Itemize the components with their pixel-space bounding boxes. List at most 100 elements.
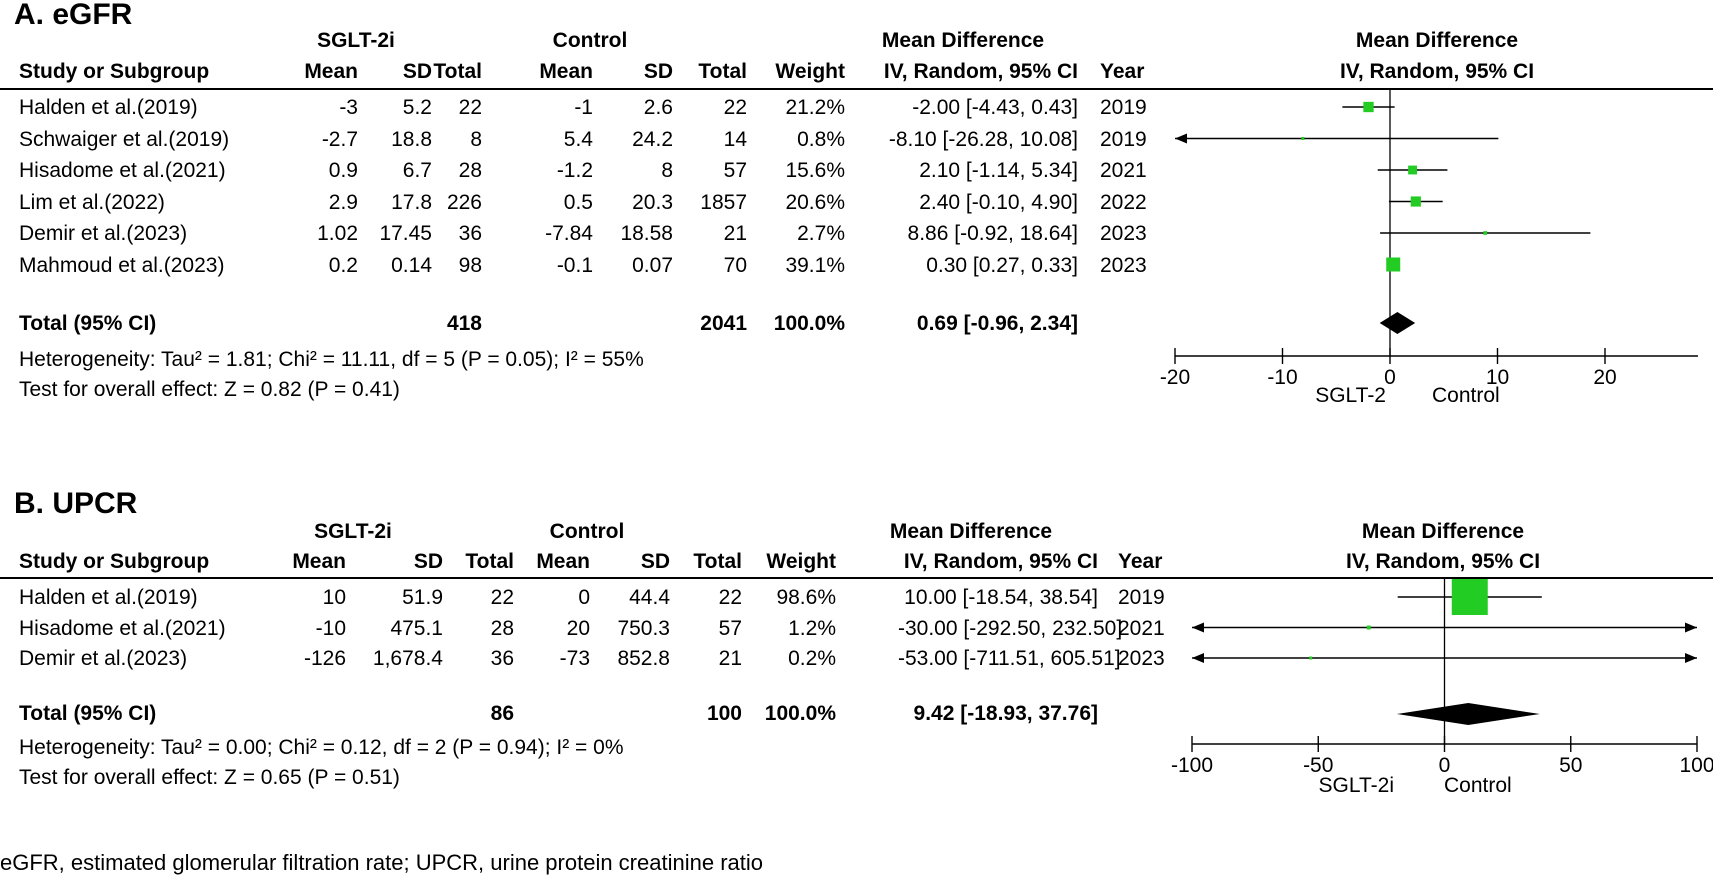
study-year: 2023 [1118, 647, 1165, 670]
study-exp-sd: 17.45 [379, 222, 432, 245]
panel-b-col-ctl-total: Total [693, 550, 742, 573]
study-ci-text: 0.30 [0.27, 0.33] [926, 253, 1078, 277]
study-weight: 2.7% [797, 222, 845, 245]
study-weight: 0.2% [788, 647, 836, 670]
study-exp-sd: 0.14 [391, 253, 432, 277]
study-exp-sd: 17.8 [391, 190, 432, 214]
panel-a-group-exp: SGLT-2i [317, 29, 395, 52]
panel-a-col-ctl-sd: SD [643, 60, 673, 83]
study-year: 2021 [1118, 616, 1165, 640]
x-tick-label: 0 [1384, 366, 1396, 389]
panel-a-col-exp-sd: SD [402, 60, 432, 83]
panel-b-group-exp: SGLT-2i [314, 520, 392, 543]
study-exp-mean: 0.9 [328, 159, 358, 182]
panel-b-total-ctl-n: 100 [706, 702, 742, 725]
panel-a-group-ctl: Control [552, 29, 628, 52]
study-ctl-sd: 750.3 [617, 616, 670, 640]
study-exp-mean: 10 [322, 586, 346, 609]
study-ctl-sd: 852.8 [617, 647, 670, 670]
panel-a-col-exp-total: Total [433, 60, 482, 83]
study-ctl-mean: -7.84 [545, 222, 593, 245]
ci-arrow-left [1192, 622, 1204, 633]
study-exp-n: 36 [458, 222, 482, 245]
study-name: Halden et al.(2019) [19, 96, 198, 119]
study-ctl-n: 14 [723, 127, 747, 151]
study-effect-square [1386, 257, 1401, 272]
study-year: 2019 [1100, 127, 1147, 151]
panel-a-col-year: Year [1100, 60, 1145, 83]
panel-b-col-md-sub: IV, Random, 95% CI [903, 550, 1098, 573]
study-year: 2023 [1100, 222, 1147, 245]
study-ctl-sd: 24.2 [632, 127, 673, 151]
panel-b-col-weight: Weight [766, 550, 836, 573]
panel-a-col-ctl-mean: Mean [539, 60, 593, 83]
panel-b-col-exp-sd: SD [413, 550, 443, 573]
study-ci-text: -8.10 [-26.28, 10.08] [888, 127, 1078, 151]
study-weight: 0.8% [797, 127, 845, 151]
panel-b-title: B. UPCR [14, 487, 138, 520]
x-tick-label: 0 [1439, 754, 1451, 777]
study-weight: 15.6% [785, 159, 845, 182]
panel-a-heterogeneity: Heterogeneity: Tau² = 1.81; Chi² = 11.11… [19, 348, 644, 371]
study-effect-square [1363, 101, 1374, 113]
panel-b-col-exp-mean: Mean [292, 550, 346, 573]
study-ctl-mean: -1 [574, 96, 593, 119]
study-effect-square [1366, 625, 1371, 630]
study-exp-sd: 18.8 [391, 127, 432, 151]
study-exp-n: 28 [458, 159, 482, 182]
study-effect-square [1483, 231, 1488, 235]
study-ctl-mean: 5.4 [563, 127, 593, 151]
study-weight: 39.1% [785, 253, 845, 277]
study-ctl-n: 22 [718, 586, 742, 609]
ci-arrow-right [1685, 653, 1697, 663]
panel-b-group-ctl: Control [549, 520, 625, 543]
study-year: 2021 [1100, 159, 1147, 182]
study-name: Schwaiger et al.(2019) [19, 127, 230, 151]
study-ci-text: 8.86 [-0.92, 18.64] [907, 222, 1078, 245]
study-weight: 21.2% [785, 96, 845, 119]
panel-a-total-weight: 100.0% [773, 312, 845, 335]
study-ci-text: -53.00 [-711.51, 605.51] [898, 647, 1121, 670]
study-ctl-n: 21 [718, 647, 742, 670]
study-weight: 1.2% [788, 616, 836, 640]
panel-a-header-rule [0, 88, 1713, 90]
study-effect-square [1309, 656, 1313, 660]
study-exp-mean: -126 [303, 647, 346, 670]
panel-b-col-exp-total: Total [465, 550, 514, 573]
study-name: Halden et al.(2019) [19, 586, 198, 609]
study-weight: 20.6% [785, 190, 845, 214]
study-ctl-mean: -0.1 [556, 253, 593, 277]
study-ctl-mean: 20 [566, 616, 590, 640]
study-exp-mean: 2.9 [328, 190, 358, 214]
study-ctl-n: 57 [718, 616, 742, 640]
ci-arrow-left [1175, 133, 1187, 144]
study-name: Demir et al.(2023) [19, 647, 188, 670]
study-name: Lim et al.(2022) [19, 190, 165, 214]
study-exp-n: 98 [458, 253, 482, 277]
study-exp-mean: -2.7 [321, 127, 358, 151]
study-ctl-sd: 44.4 [629, 586, 670, 609]
study-year: 2023 [1100, 253, 1147, 277]
study-ctl-sd: 20.3 [632, 190, 673, 214]
study-year: 2022 [1100, 190, 1147, 214]
study-name: Mahmoud et al.(2023) [19, 253, 225, 277]
panel-b-total-ci: 9.42 [-18.93, 37.76] [913, 702, 1098, 725]
study-name: Hisadome et al.(2021) [19, 616, 226, 640]
panel-a-total-label: Total (95% CI) [19, 312, 157, 335]
panel-b-col-ctl-sd: SD [640, 550, 670, 573]
study-ctl-n: 22 [723, 96, 747, 119]
favours-left-label: SGLT-2i [1319, 774, 1394, 797]
study-exp-sd: 5.2 [402, 96, 432, 119]
ci-arrow-left [1192, 653, 1204, 663]
study-exp-sd: 475.1 [390, 616, 443, 640]
study-ctl-n: 70 [723, 253, 747, 277]
panel-b-total-weight: 100.0% [764, 702, 836, 725]
x-tick-label: -50 [1303, 754, 1333, 777]
study-ctl-mean: -1.2 [556, 159, 593, 182]
x-tick-label: 50 [1559, 754, 1582, 777]
panel-b-plot-sub: IV, Random, 95% CI [1345, 550, 1541, 573]
study-ci-text: 2.40 [-0.10, 4.90] [919, 190, 1078, 214]
panel-a-col-md-sub: IV, Random, 95% CI [883, 60, 1078, 83]
study-effect-square [1451, 579, 1488, 615]
study-ctl-n: 21 [723, 222, 747, 245]
